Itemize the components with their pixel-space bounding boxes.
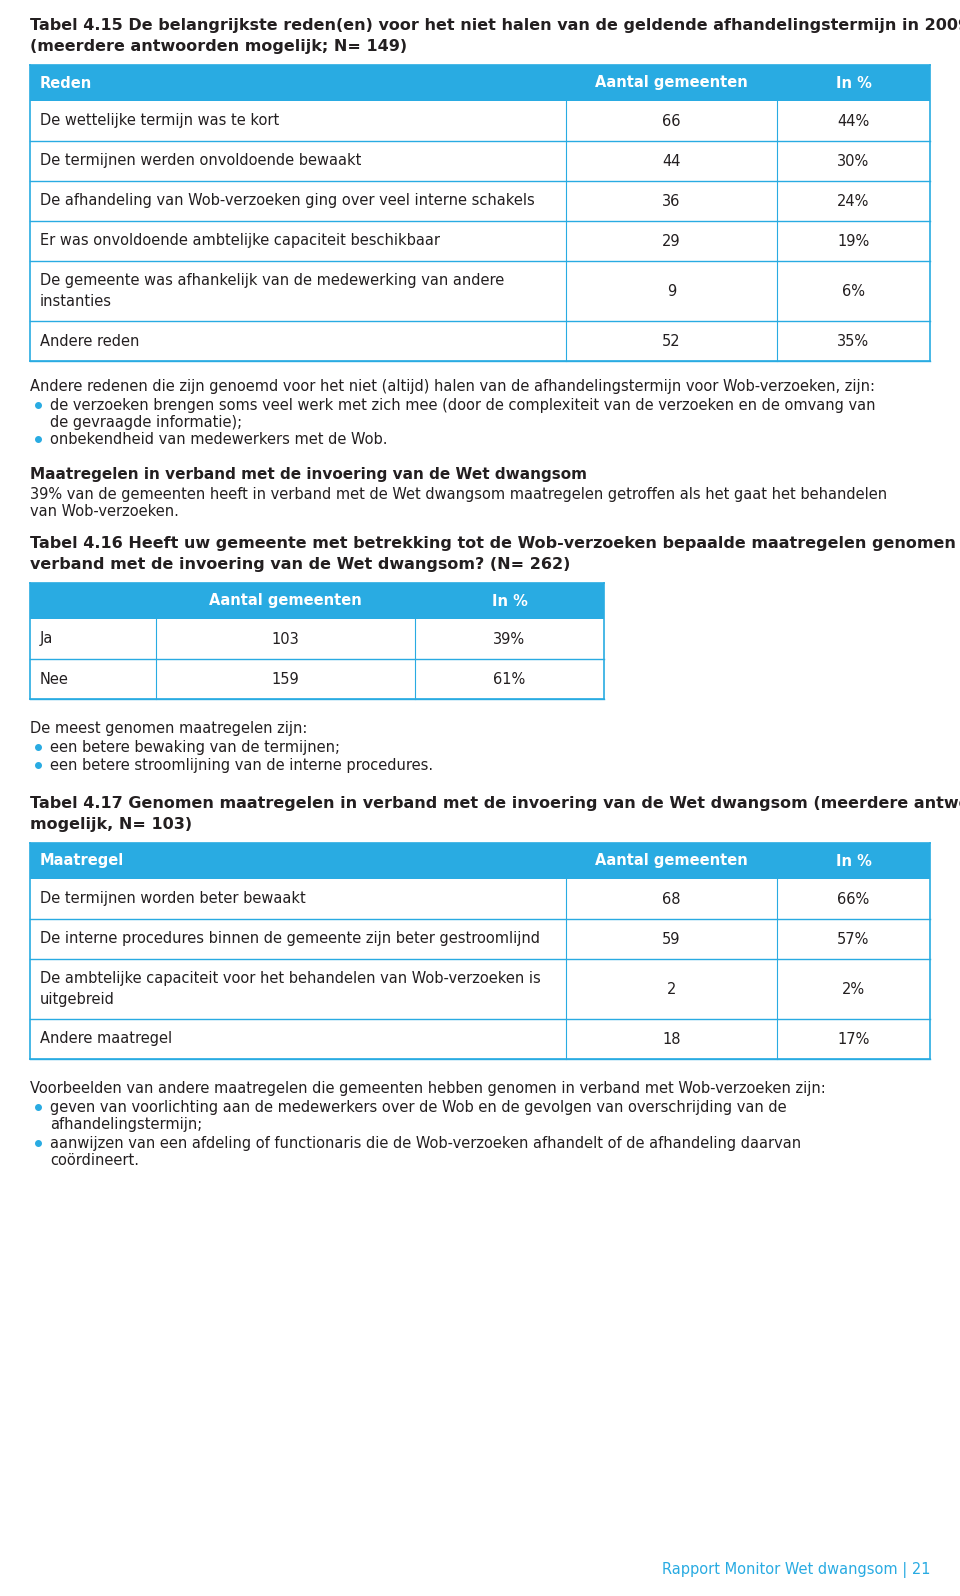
Text: De termijnen worden beter bewaakt: De termijnen worden beter bewaakt: [40, 892, 305, 907]
Text: In %: In %: [835, 854, 872, 868]
Bar: [30, 321, 930, 361]
Text: 68: 68: [662, 892, 681, 907]
Text: 6%: 6%: [842, 284, 865, 298]
Text: 9: 9: [666, 284, 676, 298]
Text: De ambtelijke capaciteit voor het behandelen van Wob-verzoeken is
uitgebreid: De ambtelijke capaciteit voor het behand…: [40, 970, 540, 1007]
Text: 17%: 17%: [837, 1031, 870, 1047]
Text: Aantal gemeenten: Aantal gemeenten: [595, 854, 748, 868]
Text: De afhandeling van Wob-verzoeken ging over veel interne schakels: De afhandeling van Wob-verzoeken ging ov…: [40, 193, 535, 209]
Text: de verzoeken brengen soms veel werk met zich mee (door de complexiteit van de ve: de verzoeken brengen soms veel werk met …: [50, 397, 876, 413]
Text: mogelijk, N= 103): mogelijk, N= 103): [30, 817, 192, 832]
Text: afhandelingstermijn;: afhandelingstermijn;: [50, 1117, 203, 1132]
Bar: [30, 843, 930, 879]
Bar: [30, 919, 930, 959]
Bar: [30, 65, 930, 101]
Text: 35%: 35%: [837, 334, 870, 348]
Text: De termijnen werden onvoldoende bewaakt: De termijnen werden onvoldoende bewaakt: [40, 153, 361, 169]
Text: De interne procedures binnen de gemeente zijn beter gestroomlijnd: De interne procedures binnen de gemeente…: [40, 932, 540, 946]
Text: 18: 18: [662, 1031, 681, 1047]
Bar: [30, 180, 930, 220]
Bar: [30, 220, 930, 262]
Bar: [30, 659, 604, 699]
Text: 36: 36: [662, 193, 681, 209]
Text: 19%: 19%: [837, 233, 870, 249]
Text: 39% van de gemeenten heeft in verband met de Wet dwangsom maatregelen getroffen : 39% van de gemeenten heeft in verband me…: [30, 487, 887, 503]
Text: In %: In %: [492, 594, 527, 608]
Text: een betere stroomlijning van de interne procedures.: een betere stroomlijning van de interne …: [50, 758, 433, 772]
Text: coördineert.: coördineert.: [50, 1152, 139, 1168]
Text: Reden: Reden: [40, 75, 92, 91]
Text: een betere bewaking van de termijnen;: een betere bewaking van de termijnen;: [50, 741, 340, 755]
Text: 2: 2: [666, 982, 676, 996]
Text: De wettelijke termijn was te kort: De wettelijke termijn was te kort: [40, 113, 279, 129]
Text: Maatregel: Maatregel: [40, 854, 124, 868]
Text: Maatregelen in verband met de invoering van de Wet dwangsom: Maatregelen in verband met de invoering …: [30, 468, 587, 482]
Text: 30%: 30%: [837, 153, 870, 169]
Text: 2%: 2%: [842, 982, 865, 996]
Text: verband met de invoering van de Wet dwangsom? (N= 262): verband met de invoering van de Wet dwan…: [30, 557, 570, 571]
Text: 44%: 44%: [837, 113, 870, 129]
Bar: [30, 879, 930, 919]
Text: Tabel 4.17 Genomen maatregelen in verband met de invoering van de Wet dwangsom (: Tabel 4.17 Genomen maatregelen in verban…: [30, 796, 960, 811]
Text: 66: 66: [662, 113, 681, 129]
Text: 39%: 39%: [493, 632, 525, 646]
Text: De gemeente was afhankelijk van de medewerking van andere
instanties: De gemeente was afhankelijk van de medew…: [40, 273, 504, 310]
Text: Voorbeelden van andere maatregelen die gemeenten hebben genomen in verband met W: Voorbeelden van andere maatregelen die g…: [30, 1080, 826, 1096]
Bar: [30, 101, 930, 140]
Bar: [30, 583, 604, 619]
Text: Tabel 4.16 Heeft uw gemeente met betrekking tot de Wob-verzoeken bepaalde maatre: Tabel 4.16 Heeft uw gemeente met betrekk…: [30, 536, 960, 551]
Text: de gevraagde informatie);: de gevraagde informatie);: [50, 415, 242, 429]
Bar: [30, 619, 604, 659]
Text: 24%: 24%: [837, 193, 870, 209]
Text: Aantal gemeenten: Aantal gemeenten: [595, 75, 748, 91]
Text: 103: 103: [272, 632, 300, 646]
Text: 29: 29: [662, 233, 681, 249]
Text: 59: 59: [662, 932, 681, 946]
Text: Andere maatregel: Andere maatregel: [40, 1031, 172, 1047]
Text: 66%: 66%: [837, 892, 870, 907]
Text: Nee: Nee: [40, 672, 69, 686]
Text: 159: 159: [272, 672, 300, 686]
Text: In %: In %: [835, 75, 872, 91]
Text: 52: 52: [662, 334, 681, 348]
Text: Ja: Ja: [40, 632, 54, 646]
Bar: [30, 262, 930, 321]
Text: Er was onvoldoende ambtelijke capaciteit beschikbaar: Er was onvoldoende ambtelijke capaciteit…: [40, 233, 440, 249]
Text: van Wob-verzoeken.: van Wob-verzoeken.: [30, 504, 179, 519]
Text: 44: 44: [662, 153, 681, 169]
Text: geven van voorlichting aan de medewerkers over de Wob en de gevolgen van oversch: geven van voorlichting aan de medewerker…: [50, 1100, 786, 1116]
Text: 61%: 61%: [493, 672, 525, 686]
Text: Aantal gemeenten: Aantal gemeenten: [209, 594, 362, 608]
Text: De meest genomen maatregelen zijn:: De meest genomen maatregelen zijn:: [30, 721, 307, 736]
Text: Tabel 4.15 De belangrijkste reden(en) voor het niet halen van de geldende afhand: Tabel 4.15 De belangrijkste reden(en) vo…: [30, 18, 960, 34]
Text: Andere reden: Andere reden: [40, 334, 139, 348]
Text: (meerdere antwoorden mogelijk; N= 149): (meerdere antwoorden mogelijk; N= 149): [30, 38, 407, 54]
Text: Andere redenen die zijn genoemd voor het niet (altijd) halen van de afhandelings: Andere redenen die zijn genoemd voor het…: [30, 378, 875, 394]
Bar: [30, 959, 930, 1018]
Text: aanwijzen van een afdeling of functionaris die de Wob-verzoeken afhandelt of de : aanwijzen van een afdeling of functionar…: [50, 1136, 802, 1151]
Text: 57%: 57%: [837, 932, 870, 946]
Bar: [30, 1018, 930, 1060]
Text: Rapport Monitor Wet dwangsom | 21: Rapport Monitor Wet dwangsom | 21: [661, 1562, 930, 1578]
Text: onbekendheid van medewerkers met de Wob.: onbekendheid van medewerkers met de Wob.: [50, 433, 388, 447]
Bar: [30, 140, 930, 180]
